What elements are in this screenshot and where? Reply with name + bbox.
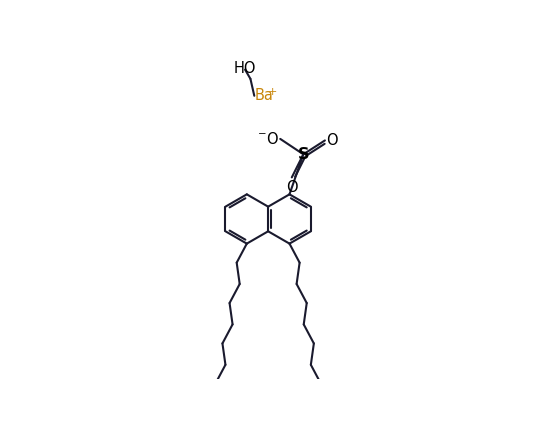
Text: +: + <box>268 87 277 97</box>
Text: Ba: Ba <box>255 88 273 103</box>
Text: HO: HO <box>233 60 256 75</box>
Text: O: O <box>326 133 338 148</box>
Text: O: O <box>286 180 298 195</box>
Text: S: S <box>298 147 309 162</box>
Text: $^{-}$O: $^{-}$O <box>257 131 278 147</box>
